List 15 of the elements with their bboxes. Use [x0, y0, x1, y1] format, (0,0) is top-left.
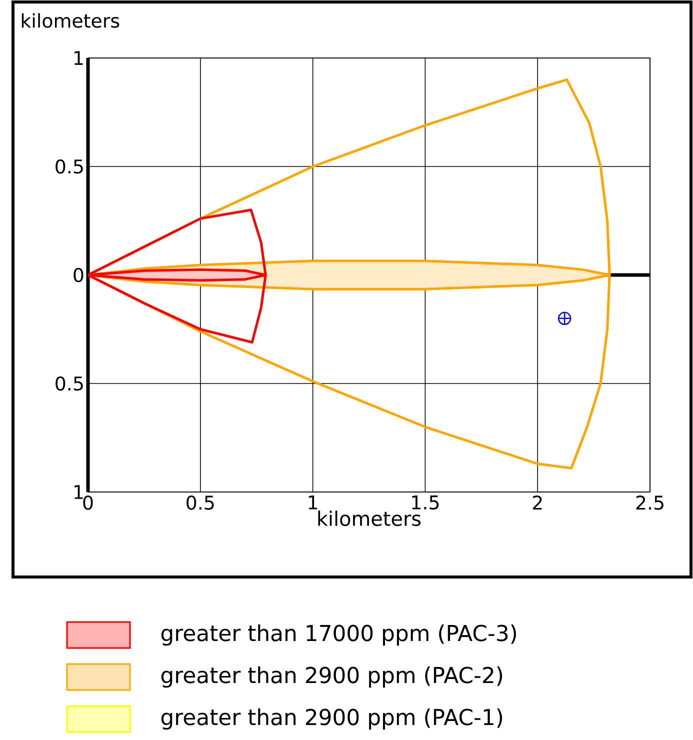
x-axis-title: kilometers — [318, 510, 421, 526]
x-tick-label: 0.5 — [186, 496, 214, 510]
x-tick-label: 2 — [532, 496, 542, 510]
y-tick-label: 0 — [74, 268, 84, 282]
y-tick-label: 0.5 — [56, 376, 83, 391]
x-tick-label: 2.5 — [636, 496, 664, 510]
legend-label: greater than 17000 ppm (PAC-3) — [161, 624, 516, 646]
y-axis-title: kilometers — [22, 13, 120, 28]
y-tick-label: 0.5 — [56, 159, 83, 174]
y-tick-label: 1 — [74, 51, 83, 65]
x-tick-label: 1.5 — [412, 496, 439, 510]
x-tick-label: 1 — [308, 496, 318, 510]
legend-label: greater than 2900 ppm (PAC-1) — [161, 708, 502, 730]
legend-label: greater than 2900 ppm (PAC-2) — [161, 666, 502, 688]
y-tick-label: 1 — [74, 485, 83, 499]
